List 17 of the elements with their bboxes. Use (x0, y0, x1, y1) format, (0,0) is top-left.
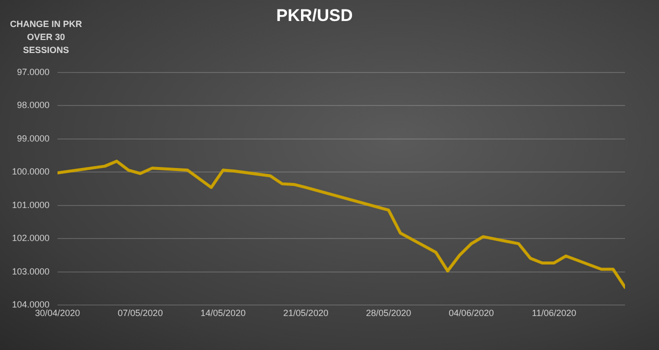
y-tick-label: 97.0000 (16, 66, 50, 77)
x-tick-label: 04/06/2020 (448, 308, 494, 318)
x-tick-label: 21/05/2020 (283, 308, 328, 318)
y-tick-label: 104.0000 (12, 300, 50, 310)
y-tick-label: 100.0000 (12, 166, 50, 177)
x-tick-label: 30/04/2020 (35, 308, 80, 318)
x-tick-label: 07/05/2020 (118, 308, 163, 318)
y-tick-label: 102.0000 (12, 233, 50, 244)
y-axis-title: CHANGE IN PKR OVER 30 SESSIONS (8, 18, 83, 57)
y-tick-label: 99.0000 (16, 133, 50, 144)
y-tick-label: 101.0000 (12, 200, 50, 210)
chart-title: PKR/USD (276, 6, 353, 25)
x-tick-label: 11/06/2020 (532, 308, 576, 318)
x-tick-label: 14/05/2020 (200, 308, 246, 318)
y-tick-label: 98.0000 (16, 100, 50, 110)
x-tick-label: 28/05/2020 (366, 308, 412, 318)
y-tick-label: 103.0000 (12, 266, 50, 276)
